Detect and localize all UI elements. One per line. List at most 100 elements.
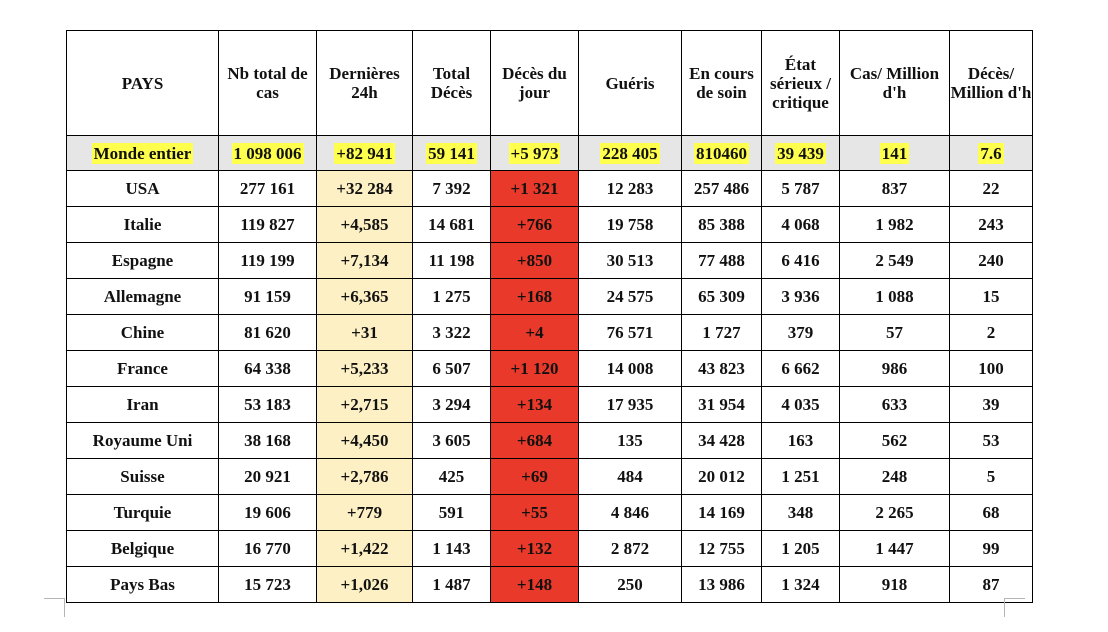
header-cell: PAYS bbox=[66, 30, 219, 136]
cases-per-million-cell: 1 447 bbox=[839, 530, 950, 567]
critical-cell: 6 416 bbox=[761, 242, 840, 279]
deaths-per-million-cell: 100 bbox=[949, 350, 1033, 387]
critical-cell: 6 662 bbox=[761, 350, 840, 387]
critical-cell: 4 068 bbox=[761, 206, 840, 243]
total-deaths-cell: 1 487 bbox=[412, 566, 491, 603]
deaths-per-million-cell: 22 bbox=[949, 170, 1033, 207]
total-cases-cell: 277 161 bbox=[218, 170, 317, 207]
header-cell: Total Décès bbox=[412, 30, 491, 136]
cases-per-million-cell: 2 265 bbox=[839, 494, 950, 531]
world-value: 7.6 bbox=[978, 142, 1004, 164]
total-cases-cell: 81 620 bbox=[218, 314, 317, 351]
table-row: Suisse 20 921 +2,786 425 +69 484 20 012 1 251 24… bbox=[66, 458, 1033, 495]
world-value: 228 405 bbox=[600, 142, 660, 164]
recovered-cell: 30 513 bbox=[578, 242, 682, 279]
total-deaths-cell: 591 bbox=[412, 494, 491, 531]
country-cell: Italie bbox=[66, 206, 219, 243]
recovered-cell: 250 bbox=[578, 566, 682, 603]
total-cases-cell: 19 606 bbox=[218, 494, 317, 531]
world-value: 1 098 006 bbox=[231, 142, 304, 164]
deaths-per-million-cell: 87 bbox=[949, 566, 1033, 603]
table-row: Espagne 119 199 +7,134 11 198 +850 30 513 77 4… bbox=[66, 242, 1033, 279]
active-cell: 43 823 bbox=[681, 350, 762, 387]
total-deaths-cell: 3 294 bbox=[412, 386, 491, 423]
deaths-today-cell: +132 bbox=[490, 530, 579, 567]
deaths-today-cell: +148 bbox=[490, 566, 579, 603]
last-24h-cell: +2,786 bbox=[316, 458, 413, 495]
world-cell: 141 bbox=[839, 135, 950, 171]
country-cell: Pays Bas bbox=[66, 566, 219, 603]
recovered-cell: 135 bbox=[578, 422, 682, 459]
total-deaths-cell: 3 322 bbox=[412, 314, 491, 351]
last-24h-cell: +6,365 bbox=[316, 278, 413, 315]
header-cell: Cas/ Million d'h bbox=[839, 30, 950, 136]
header-cell: État sérieux / critique bbox=[761, 30, 840, 136]
cases-per-million-cell: 1 088 bbox=[839, 278, 950, 315]
header-row: PAYS Nb total de cas Dernières 24h Total… bbox=[66, 30, 1033, 136]
active-cell: 31 954 bbox=[681, 386, 762, 423]
header-cell: Nb total de cas bbox=[218, 30, 317, 136]
world-cell: Monde entier bbox=[66, 135, 219, 171]
deaths-today-cell: +1 321 bbox=[490, 170, 579, 207]
header-cell: Dernières 24h bbox=[316, 30, 413, 136]
total-cases-cell: 16 770 bbox=[218, 530, 317, 567]
last-24h-cell: +1,422 bbox=[316, 530, 413, 567]
world-value: 810460 bbox=[694, 142, 749, 164]
total-cases-cell: 91 159 bbox=[218, 278, 317, 315]
total-deaths-cell: 14 681 bbox=[412, 206, 491, 243]
country-cell: Espagne bbox=[66, 242, 219, 279]
world-cell: 39 439 bbox=[761, 135, 840, 171]
table-row: Allemagne 91 159 +6,365 1 275 +168 24 575 65 3… bbox=[66, 278, 1033, 315]
world-total-row: Monde entier 1 098 006 +82 941 59 141 +5… bbox=[66, 135, 1033, 171]
world-value: 39 439 bbox=[775, 142, 826, 164]
last-24h-cell: +7,134 bbox=[316, 242, 413, 279]
recovered-cell: 19 758 bbox=[578, 206, 682, 243]
cases-per-million-cell: 986 bbox=[839, 350, 950, 387]
deaths-today-cell: +168 bbox=[490, 278, 579, 315]
total-cases-cell: 38 168 bbox=[218, 422, 317, 459]
deaths-per-million-cell: 39 bbox=[949, 386, 1033, 423]
total-deaths-cell: 1 143 bbox=[412, 530, 491, 567]
header-cell: En cours de soin bbox=[681, 30, 762, 136]
active-cell: 257 486 bbox=[681, 170, 762, 207]
world-cell: 1 098 006 bbox=[218, 135, 317, 171]
recovered-cell: 484 bbox=[578, 458, 682, 495]
recovered-cell: 12 283 bbox=[578, 170, 682, 207]
recovered-cell: 14 008 bbox=[578, 350, 682, 387]
total-cases-cell: 20 921 bbox=[218, 458, 317, 495]
table-row: Royaume Uni 38 168 +4,450 3 605 +684 135 34 42… bbox=[66, 422, 1033, 459]
active-cell: 34 428 bbox=[681, 422, 762, 459]
active-cell: 14 169 bbox=[681, 494, 762, 531]
last-24h-cell: +4,585 bbox=[316, 206, 413, 243]
country-cell: Belgique bbox=[66, 530, 219, 567]
critical-cell: 1 205 bbox=[761, 530, 840, 567]
world-cell: +82 941 bbox=[316, 135, 413, 171]
deaths-today-cell: +1 120 bbox=[490, 350, 579, 387]
active-cell: 20 012 bbox=[681, 458, 762, 495]
total-cases-cell: 15 723 bbox=[218, 566, 317, 603]
last-24h-cell: +4,450 bbox=[316, 422, 413, 459]
cases-per-million-cell: 562 bbox=[839, 422, 950, 459]
table-row: Italie 119 827 +4,585 14 681 +766 19 758 85 38… bbox=[66, 206, 1033, 243]
covid-stats-table: PAYS Nb total de cas Dernières 24h Total… bbox=[66, 30, 1033, 603]
country-cell: Chine bbox=[66, 314, 219, 351]
header-cell: Guéris bbox=[578, 30, 682, 136]
deaths-per-million-cell: 5 bbox=[949, 458, 1033, 495]
last-24h-cell: +5,233 bbox=[316, 350, 413, 387]
last-24h-cell: +31 bbox=[316, 314, 413, 351]
critical-cell: 348 bbox=[761, 494, 840, 531]
page-corner-mark-right bbox=[1004, 598, 1025, 617]
recovered-cell: 76 571 bbox=[578, 314, 682, 351]
country-cell: Royaume Uni bbox=[66, 422, 219, 459]
world-cell: 59 141 bbox=[412, 135, 491, 171]
deaths-per-million-cell: 243 bbox=[949, 206, 1033, 243]
cases-per-million-cell: 1 982 bbox=[839, 206, 950, 243]
critical-cell: 379 bbox=[761, 314, 840, 351]
deaths-today-cell: +684 bbox=[490, 422, 579, 459]
world-country-label: Monde entier bbox=[91, 142, 194, 164]
total-deaths-cell: 6 507 bbox=[412, 350, 491, 387]
country-cell: Suisse bbox=[66, 458, 219, 495]
country-cell: Turquie bbox=[66, 494, 219, 531]
total-deaths-cell: 1 275 bbox=[412, 278, 491, 315]
critical-cell: 4 035 bbox=[761, 386, 840, 423]
